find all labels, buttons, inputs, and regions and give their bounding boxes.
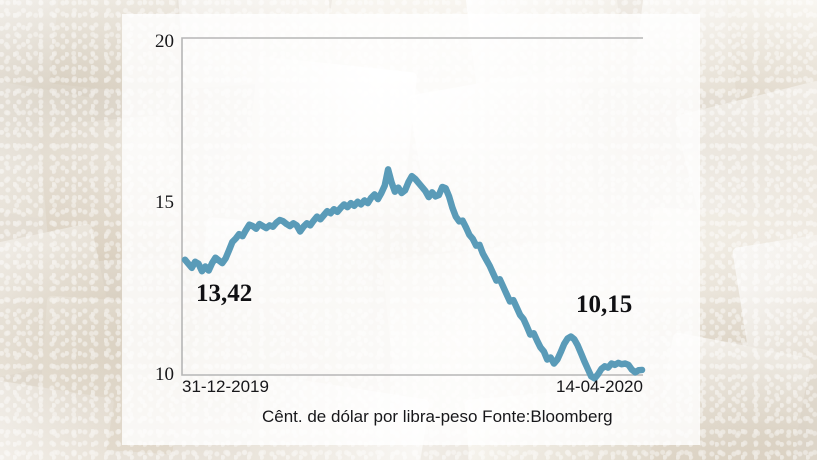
x-axis-tick-end-date: 14-04-2020 [556,377,643,396]
plot-frame [181,37,643,376]
end-value-annotation: 10,15 [576,291,633,318]
x-axis-tick-start-date: 31-12-2019 [182,377,269,396]
chart-caption: Cênt. de dólar por libra-peso Fonte:Bloo… [262,407,613,426]
y-axis-tick-15: 15 [155,192,174,213]
chart-card-panel [122,14,700,445]
start-value-annotation: 13,42 [196,280,253,307]
price-line-series [181,166,646,382]
y-axis-tick-10: 10 [155,364,174,385]
y-axis-tick-20: 20 [155,31,174,52]
